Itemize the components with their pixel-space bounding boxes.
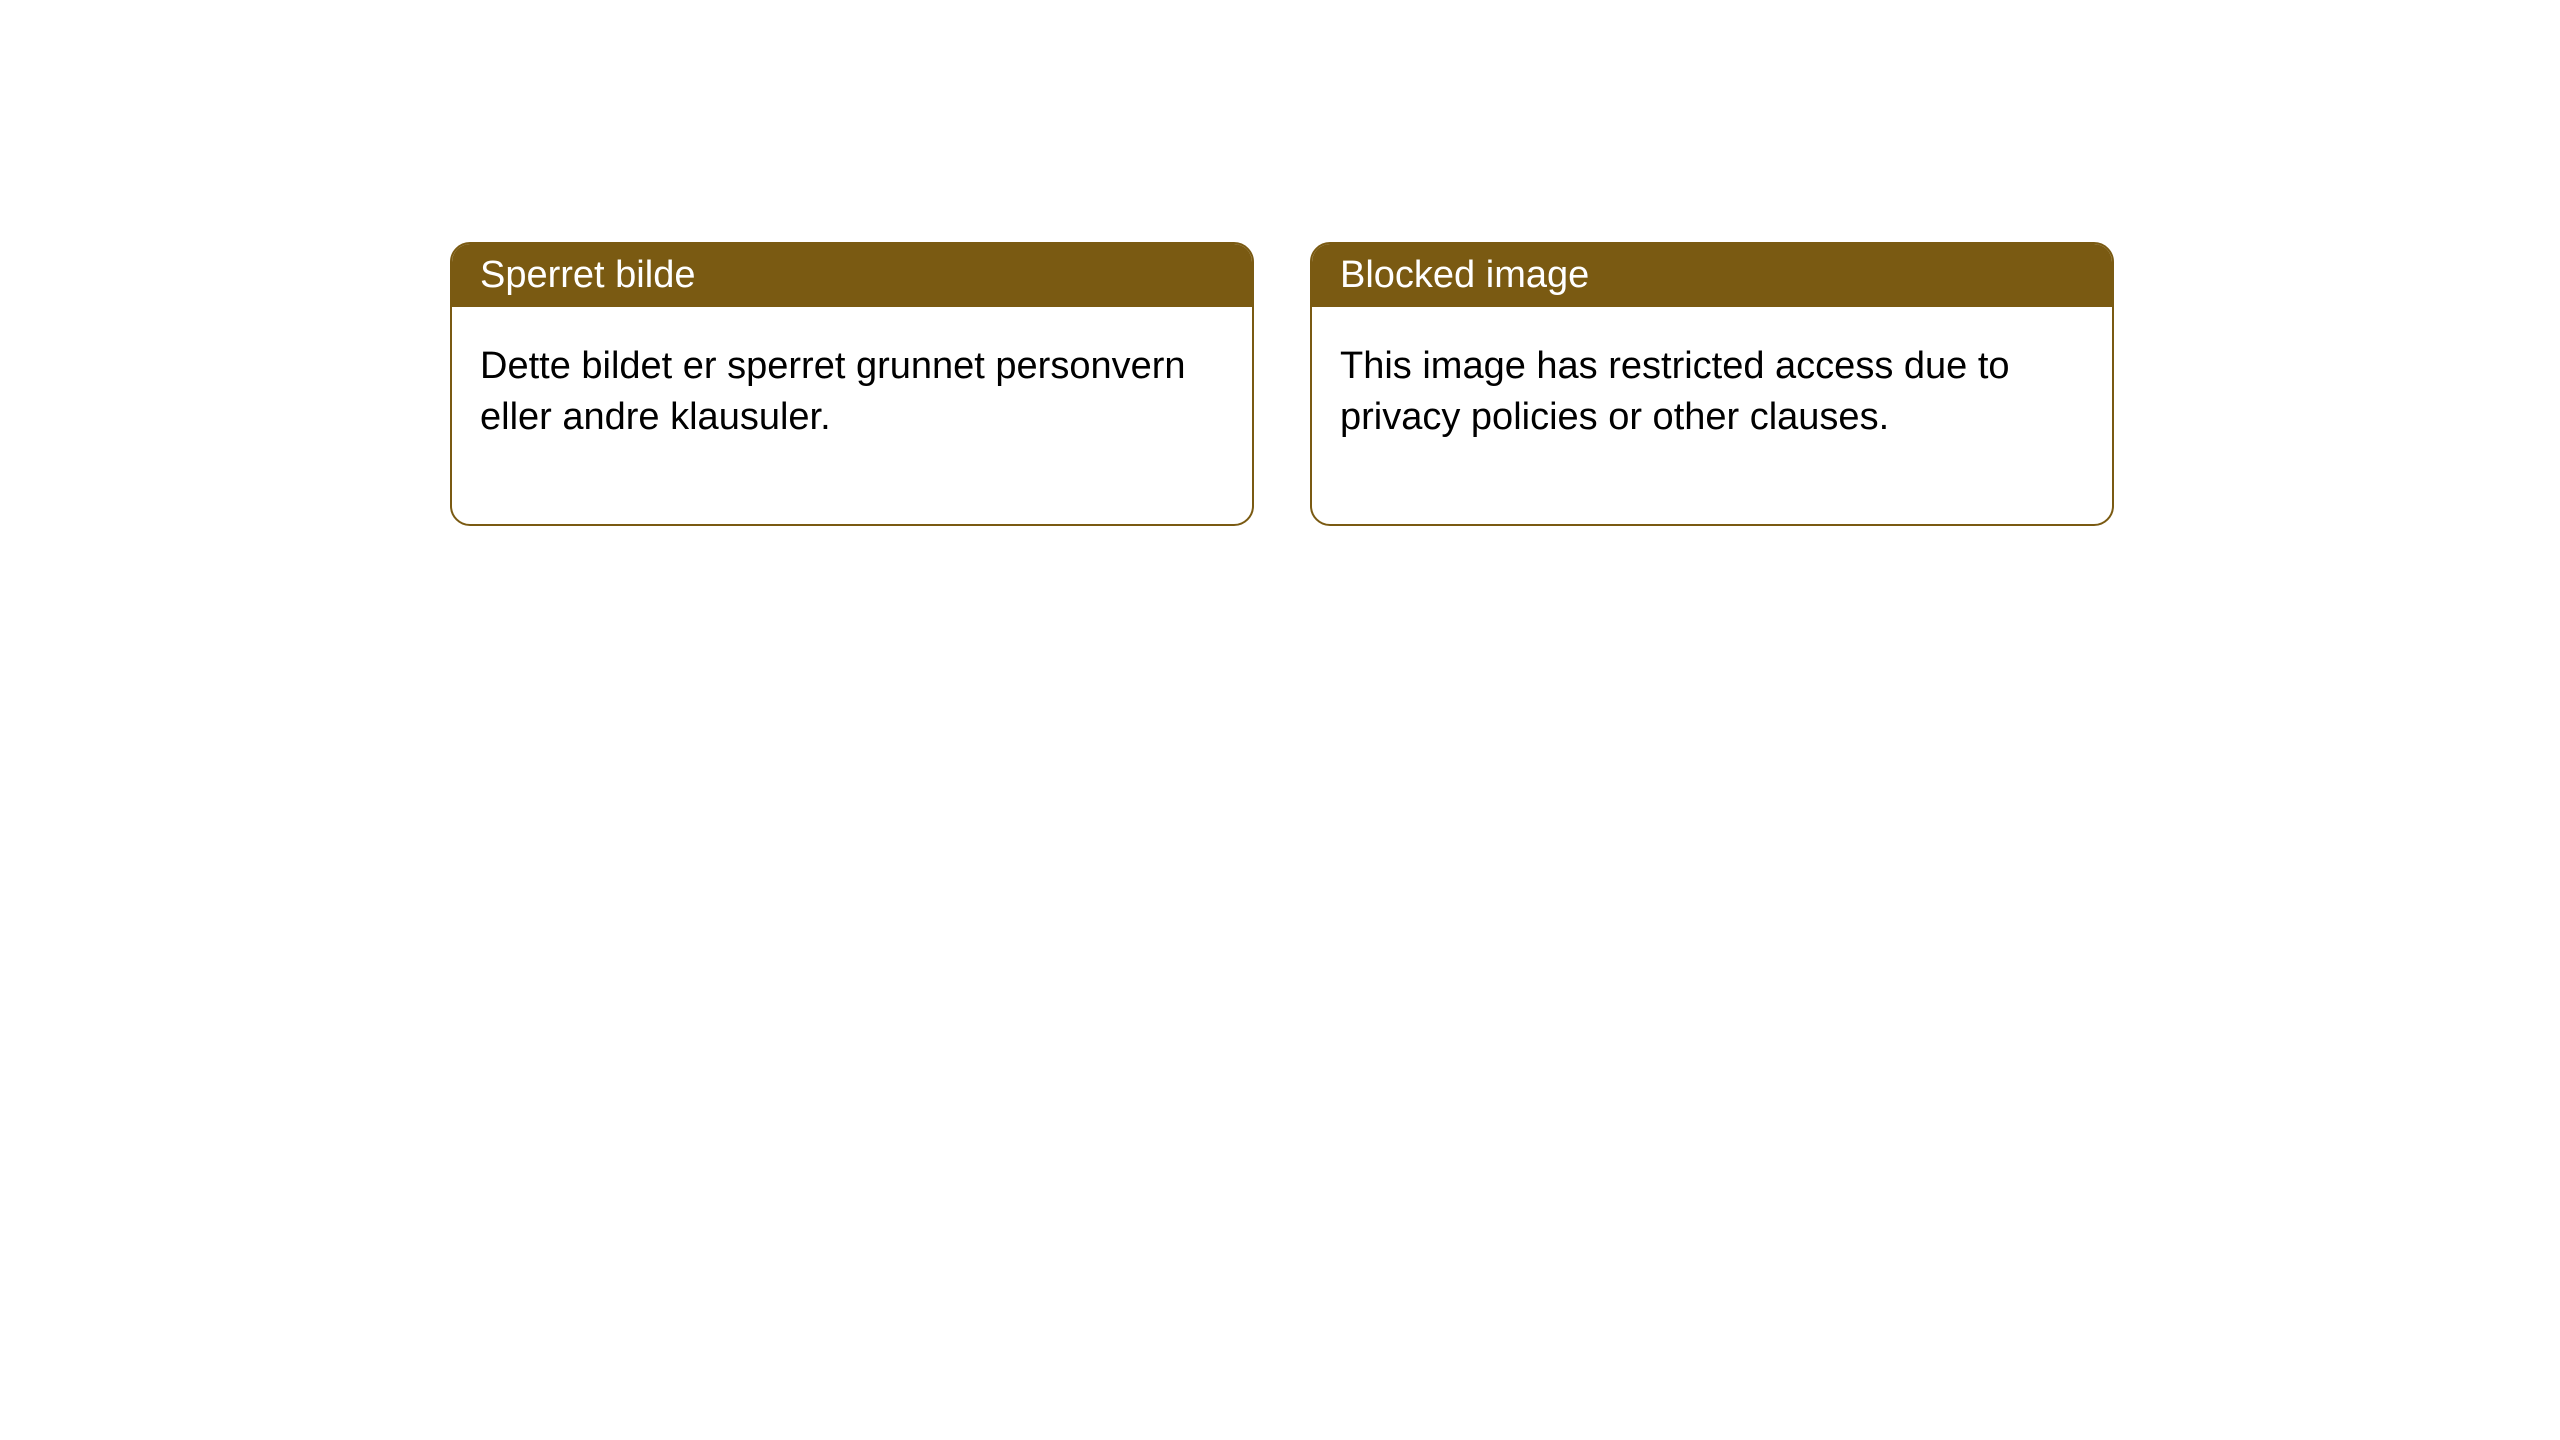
card-message: This image has restricted access due to … <box>1340 341 2084 444</box>
card-body: This image has restricted access due to … <box>1312 307 2112 524</box>
notice-card-english: Blocked image This image has restricted … <box>1310 242 2114 526</box>
card-title: Sperret bilde <box>480 254 1224 297</box>
card-header: Sperret bilde <box>452 244 1252 307</box>
card-header: Blocked image <box>1312 244 2112 307</box>
notice-card-norwegian: Sperret bilde Dette bildet er sperret gr… <box>450 242 1254 526</box>
card-message: Dette bildet er sperret grunnet personve… <box>480 341 1224 444</box>
notice-cards-container: Sperret bilde Dette bildet er sperret gr… <box>450 242 2114 526</box>
card-title: Blocked image <box>1340 254 2084 297</box>
card-body: Dette bildet er sperret grunnet personve… <box>452 307 1252 524</box>
